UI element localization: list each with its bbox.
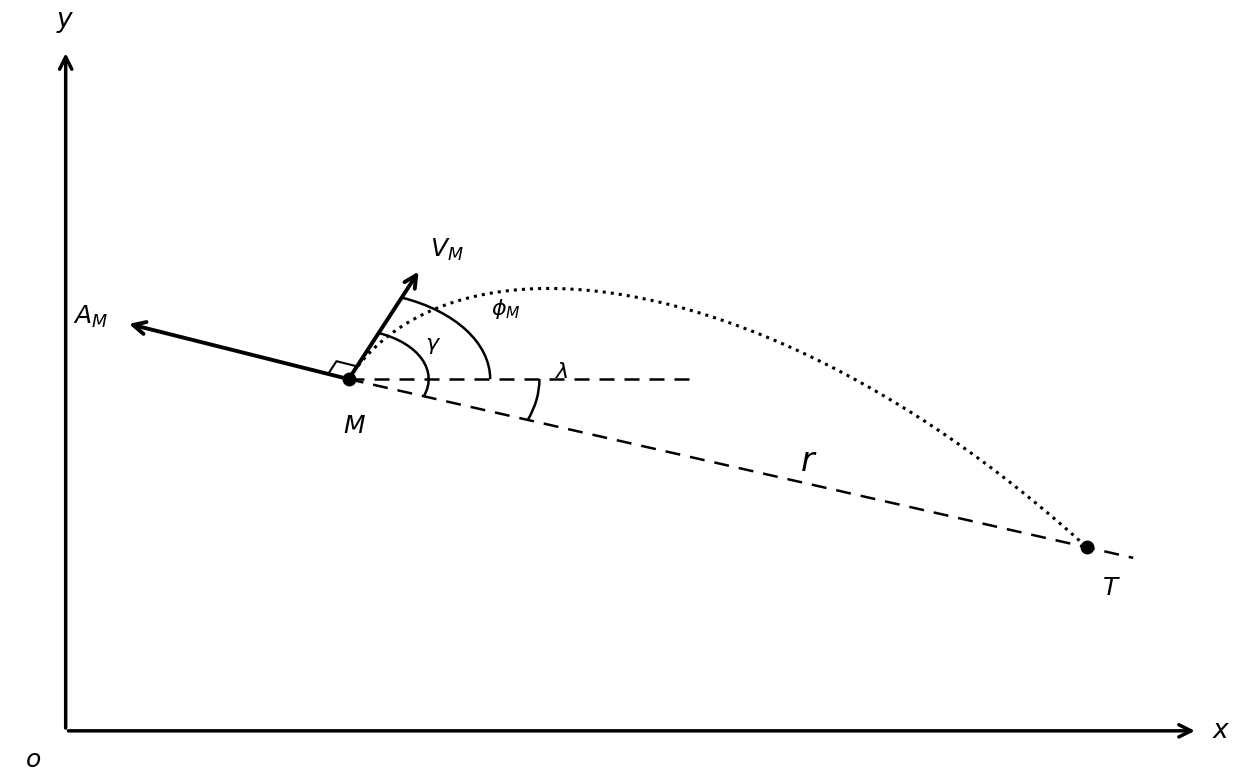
Text: $M$: $M$	[343, 414, 366, 437]
Text: $\lambda$: $\lambda$	[554, 362, 568, 382]
Text: $r$: $r$	[800, 445, 817, 478]
Text: $o$: $o$	[25, 748, 41, 772]
Text: $y$: $y$	[56, 9, 74, 35]
Text: $\gamma$: $\gamma$	[425, 336, 441, 357]
Text: $V_M$: $V_M$	[430, 237, 464, 263]
Text: $x$: $x$	[1213, 718, 1231, 744]
Text: $T$: $T$	[1101, 576, 1121, 601]
Text: $A_M$: $A_M$	[73, 304, 108, 330]
Text: $\phi_M$: $\phi_M$	[491, 297, 521, 321]
